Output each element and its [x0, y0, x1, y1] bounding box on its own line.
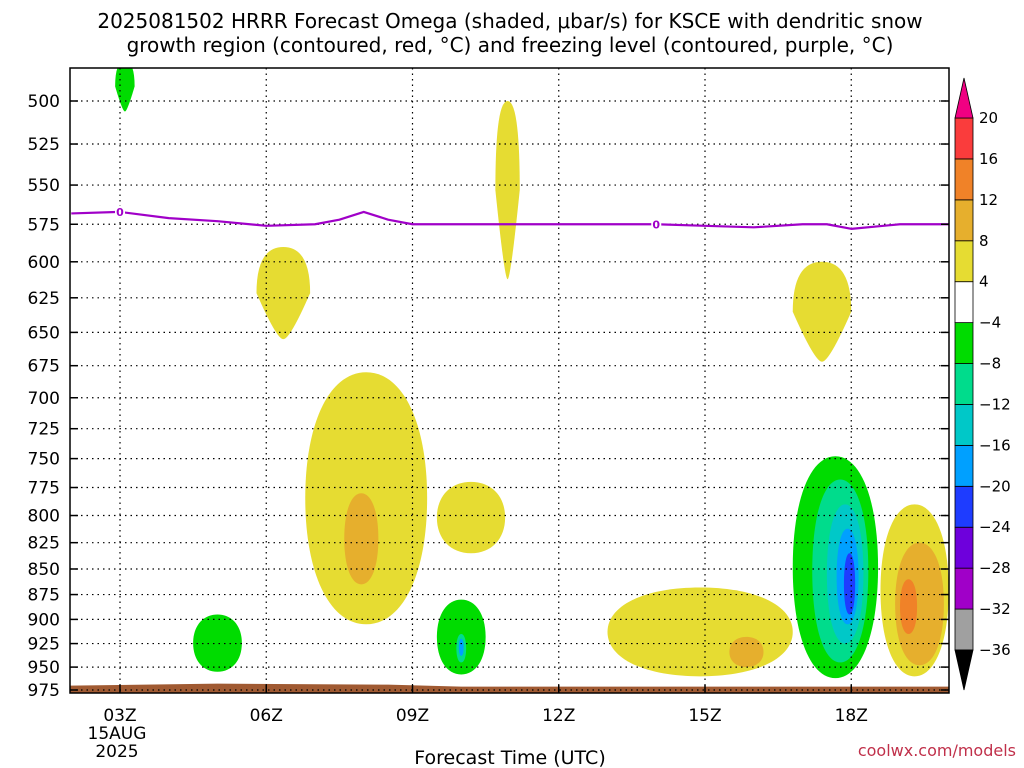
surface-terrain	[70, 683, 949, 693]
colorbar-swatch	[954, 444, 974, 487]
y-tick-label: 625	[28, 289, 60, 309]
omega-region-14	[895, 542, 944, 666]
y-tick-label: 825	[28, 534, 60, 554]
colorbar-swatch	[954, 526, 974, 569]
colorbar-swatch	[954, 158, 974, 201]
freezing-level-label: 0	[652, 218, 660, 231]
y-tick-label: 750	[28, 450, 60, 470]
chart-title-line2: growth region (contoured, red, °C) and f…	[127, 33, 894, 57]
colorbar-over-triangle	[954, 77, 974, 119]
omega-region-15	[900, 579, 918, 634]
colorbar: −36 −32 −28 −24 −20 −16 −12 −8 −4 4 8 12 16 20	[954, 77, 1011, 691]
y-tick-label: 725	[28, 420, 60, 440]
y-tick-label: 950	[28, 658, 60, 678]
colorbar-swatch	[954, 240, 974, 283]
freezing-level-label-bg	[115, 205, 125, 218]
colorbar-label: 16	[979, 150, 998, 168]
y-tick-label: 875	[28, 586, 60, 606]
colorbar-swatch	[954, 117, 974, 160]
y-tick-label: 550	[28, 176, 60, 196]
grid-lines	[70, 68, 949, 693]
surface-band	[70, 683, 949, 693]
omega-region-10	[458, 638, 464, 656]
colorbar-under-triangle	[954, 649, 974, 691]
credit-text: coolwx.com/models	[858, 741, 1016, 760]
plot-frame	[69, 67, 950, 694]
colorbar-label: −24	[979, 518, 1011, 536]
colorbar-label: −12	[979, 395, 1011, 413]
pressure-axis: 500 525 550 575 600 625 650 675 700 725 750 775 800 8…	[28, 92, 949, 701]
colorbar-label: −20	[979, 477, 1011, 495]
colorbar-label: −32	[979, 600, 1011, 618]
colorbar-swatch	[954, 485, 974, 528]
x-tick-label: 06Z	[250, 706, 283, 726]
y-tick-label: 975	[28, 681, 60, 701]
y-tick-label: 650	[28, 323, 60, 343]
y-tick-label: 700	[28, 389, 60, 409]
x-tick-label: 12Z	[542, 706, 575, 726]
y-tick-label: 600	[28, 253, 60, 273]
y-tick-label: 500	[28, 92, 60, 112]
colorbar-swatch	[954, 322, 974, 364]
freezing-level-label: 0	[116, 206, 124, 219]
y-tick-label: 800	[28, 507, 60, 527]
x-tick-date: 15AUG	[88, 724, 147, 744]
omega-region-2	[256, 246, 311, 340]
y-tick-label: 775	[28, 479, 60, 499]
colorbar-swatch	[954, 567, 974, 610]
y-tick-label: 575	[28, 215, 60, 235]
omega-region-20	[843, 553, 856, 615]
x-tick-label: 15Z	[688, 706, 721, 726]
omega-shading	[115, 68, 949, 679]
colorbar-label: −36	[979, 641, 1011, 659]
colorbar-swatch	[954, 363, 974, 405]
colorbar-label: 4	[979, 273, 989, 291]
colorbar-label: −4	[979, 314, 1001, 332]
colorbar-label: 20	[979, 109, 998, 127]
colorbar-label: −16	[979, 436, 1011, 454]
colorbar-label: −28	[979, 559, 1011, 577]
omega-region-7	[193, 614, 242, 672]
omega-region-0	[115, 68, 135, 112]
colorbar-label: −8	[979, 355, 1001, 373]
colorbar-swatch	[954, 608, 974, 651]
x-tick-label: 18Z	[835, 706, 868, 726]
colorbar-label: 8	[979, 232, 989, 250]
y-tick-label: 850	[28, 560, 60, 580]
x-tick-year: 2025	[95, 742, 138, 762]
omega-region-5	[344, 493, 379, 585]
x-tick-label: 03Z	[103, 706, 136, 726]
freezing-level-label-bg	[651, 218, 662, 231]
colorbar-swatch	[954, 404, 974, 446]
y-tick-label: 675	[28, 357, 60, 377]
omega-region-12	[729, 636, 764, 668]
y-tick-label: 525	[28, 135, 60, 155]
colorbar-swatch	[954, 281, 974, 324]
omega-region-6	[436, 481, 506, 554]
x-tick-label: 09Z	[396, 706, 429, 726]
omega-region-1	[495, 101, 520, 280]
omega-region-11	[607, 587, 793, 677]
y-tick-label: 925	[28, 635, 60, 655]
colorbar-swatch	[954, 199, 974, 242]
colorbar-label: 12	[979, 191, 998, 209]
chart-title-line1: 2025081502 HRRR Forecast Omega (shaded, …	[97, 9, 922, 33]
freezing-level-contour: 00	[71, 205, 949, 231]
omega-region-3	[792, 261, 852, 362]
x-axis-label: Forecast Time (UTC)	[414, 747, 605, 768]
y-tick-label: 900	[28, 610, 60, 630]
freezing-level-line	[71, 210, 949, 230]
